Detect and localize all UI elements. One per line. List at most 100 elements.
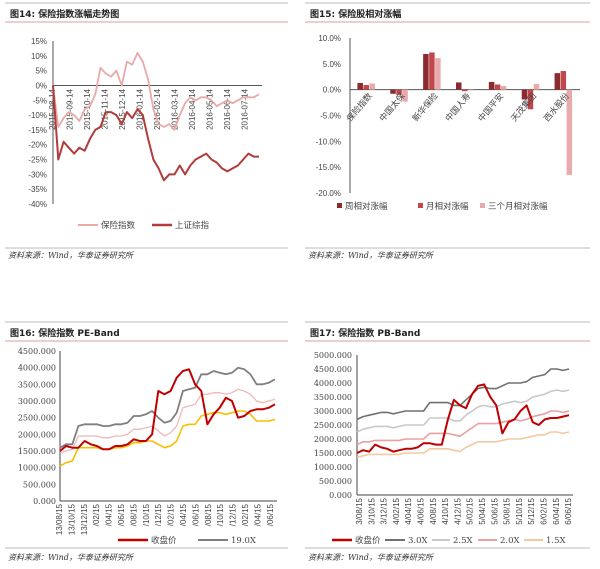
y-tick-label: -20%	[28, 141, 47, 150]
legend-label: 19.0X	[231, 536, 257, 546]
category-label: 中国太保	[377, 90, 408, 123]
legend-label: 上证综指	[175, 220, 210, 231]
x-tick-label: 4/10/15	[441, 497, 450, 524]
x-tick-label: 5/02/15	[466, 497, 475, 524]
x-tick-label: 2016-03-14	[171, 88, 180, 129]
bar-月相对涨幅	[527, 89, 534, 110]
fig16-line-chart: 4500.000 4000.000 3500.000 3000.000 2500.000…	[18, 347, 277, 546]
y-tick-label: 2500.000	[314, 421, 352, 430]
y-tick-label: -20.0%	[316, 189, 341, 198]
x-tick-label: 2015-10-14	[83, 88, 92, 129]
y-tick-label: 10.0%	[318, 34, 341, 43]
legend-label: 三个月相对涨幅	[488, 201, 548, 212]
legend-label: 3.0X	[408, 536, 429, 546]
source-note: 资料来源：Wind，华泰证券研究所	[308, 251, 435, 260]
y-tick-label: -35%	[28, 185, 47, 194]
y-tick-label: 3000.000	[18, 397, 56, 406]
y-tick-label: 500.000	[319, 477, 352, 486]
series-line-19.0X	[59, 366, 276, 449]
x-tick-label: /06/15	[117, 503, 126, 526]
x-tick-label: 2015-11-14	[101, 88, 110, 129]
legend-label: 月相对涨幅	[426, 201, 469, 212]
legend-swatch	[337, 203, 342, 208]
series-line-收盘价	[59, 368, 276, 452]
y-tick-label: 5000.000	[314, 351, 352, 360]
y-tick-label: 0.000	[33, 497, 56, 506]
y-tick-label: 0%	[35, 81, 47, 90]
y-tick-label: 10%	[31, 52, 47, 61]
x-tick-label: /04/15	[253, 503, 262, 526]
x-tick-label: 4/02/15	[392, 497, 401, 524]
bar-月相对涨幅	[560, 71, 567, 90]
y-tick-label: -5.0%	[320, 112, 341, 121]
x-tick-label: /08/15	[204, 503, 213, 526]
category-label: 中国人寿	[443, 90, 474, 123]
series-line-上证综指	[52, 85, 259, 182]
bar-周相对涨幅	[488, 81, 495, 90]
y-tick-label: 1500.000	[314, 449, 352, 458]
y-tick-label: 5%	[35, 67, 47, 76]
y-tick-label: 1000.000	[18, 464, 56, 473]
x-tick-label: 5/08/15	[503, 497, 512, 524]
series-line-2.5X	[356, 389, 570, 433]
bar-月相对涨幅	[494, 84, 501, 90]
fig15-bar-chart: 10.0% 5.0% 0.0% -5.0% -10.0% -15.0% -20.0% 保险指数…	[316, 34, 580, 212]
figure-title: 图15: 保险股相对涨幅	[310, 8, 401, 20]
x-tick-label: 13/12/15	[80, 503, 89, 535]
legend-label: 周相对涨幅	[345, 201, 388, 212]
x-tick-label: /04/15	[105, 503, 114, 526]
x-tick-label: 6/06/15	[564, 497, 573, 524]
x-tick-label: /02/15	[92, 503, 101, 526]
y-tick-label: -5%	[33, 96, 47, 105]
y-tick-label: -40%	[28, 200, 47, 209]
y-tick-label: 4000.000	[18, 364, 56, 373]
legend-swatch	[480, 203, 485, 208]
y-tick-label: -15%	[28, 126, 47, 135]
bar-月相对涨幅	[462, 89, 468, 92]
category-label: 保险指数	[344, 90, 375, 123]
x-tick-label: 3/12/15	[380, 497, 389, 524]
series-line-1.5X	[356, 431, 570, 458]
x-tick-label: 2016-05-14	[206, 88, 215, 129]
legend-label: 2.0X	[500, 536, 521, 546]
y-tick-label: 4500.000	[18, 347, 56, 356]
y-tick-label: -25%	[28, 156, 47, 165]
x-tick-label: 2016-04-14	[188, 88, 197, 129]
bar-周相对涨幅	[390, 89, 396, 94]
category-label: 中国平安	[476, 91, 506, 124]
x-tick-label: 2016-06-14	[223, 88, 232, 129]
fig17-panel: 图17: 保险指数 PB-Band 资料来源：Wind，华泰证券研究所	[305, 321, 590, 562]
bar-三个月相对涨幅	[402, 89, 408, 102]
x-tick-label: 6/04/15	[552, 497, 561, 524]
bar-三个月相对涨幅	[566, 89, 573, 175]
series-line-收盘价	[356, 383, 570, 454]
y-tick-label: 2000.000	[314, 435, 352, 444]
x-tick-label: 4/08/15	[429, 497, 438, 524]
bar-月相对涨幅	[396, 89, 402, 95]
y-tick-label: 1500.000	[18, 447, 56, 456]
x-tick-label: /12/15	[154, 503, 163, 526]
x-tick-label: /02/15	[241, 503, 250, 526]
y-tick-label: 0.0%	[323, 86, 341, 95]
bar-月相对涨幅	[429, 52, 435, 90]
legend-label: 2.5X	[453, 536, 474, 546]
series-line-3.0X	[356, 368, 570, 421]
x-tick-label: 5/10/15	[515, 497, 524, 524]
y-tick-label: -10.0%	[316, 137, 341, 146]
y-tick-label: 1000.000	[314, 463, 352, 472]
bar-三个月相对涨幅	[435, 58, 441, 90]
y-tick-label: -10%	[28, 111, 47, 120]
bar-三个月相对涨幅	[500, 86, 507, 90]
x-tick-label: 2015-12-14	[118, 88, 127, 129]
x-tick-label: 2015-08-14	[48, 88, 57, 129]
bar-周相对涨幅	[456, 82, 462, 90]
legend-label: 收盘价	[151, 535, 177, 546]
category-label: 新华保险	[410, 90, 441, 123]
source-note: 资料来源：Wind，华泰证券研究所	[8, 251, 135, 260]
x-tick-label: 5/06/15	[490, 497, 499, 524]
y-tick-label: 3000.000	[314, 407, 352, 416]
x-tick-label: 3/08/15	[355, 497, 364, 524]
x-tick-label: /04/15	[179, 503, 188, 526]
